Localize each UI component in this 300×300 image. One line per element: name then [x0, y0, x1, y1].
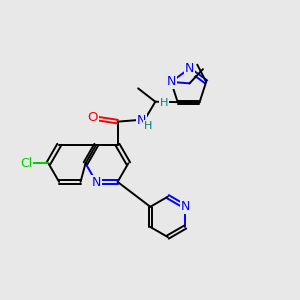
Text: Cl: Cl [20, 157, 32, 170]
Text: N: N [181, 200, 190, 213]
Text: H: H [160, 98, 168, 108]
Text: H: H [144, 121, 153, 130]
Text: N: N [184, 62, 194, 75]
Text: O: O [88, 111, 98, 124]
Text: N: N [92, 176, 101, 189]
Text: N: N [167, 75, 176, 88]
Text: N: N [137, 114, 146, 127]
